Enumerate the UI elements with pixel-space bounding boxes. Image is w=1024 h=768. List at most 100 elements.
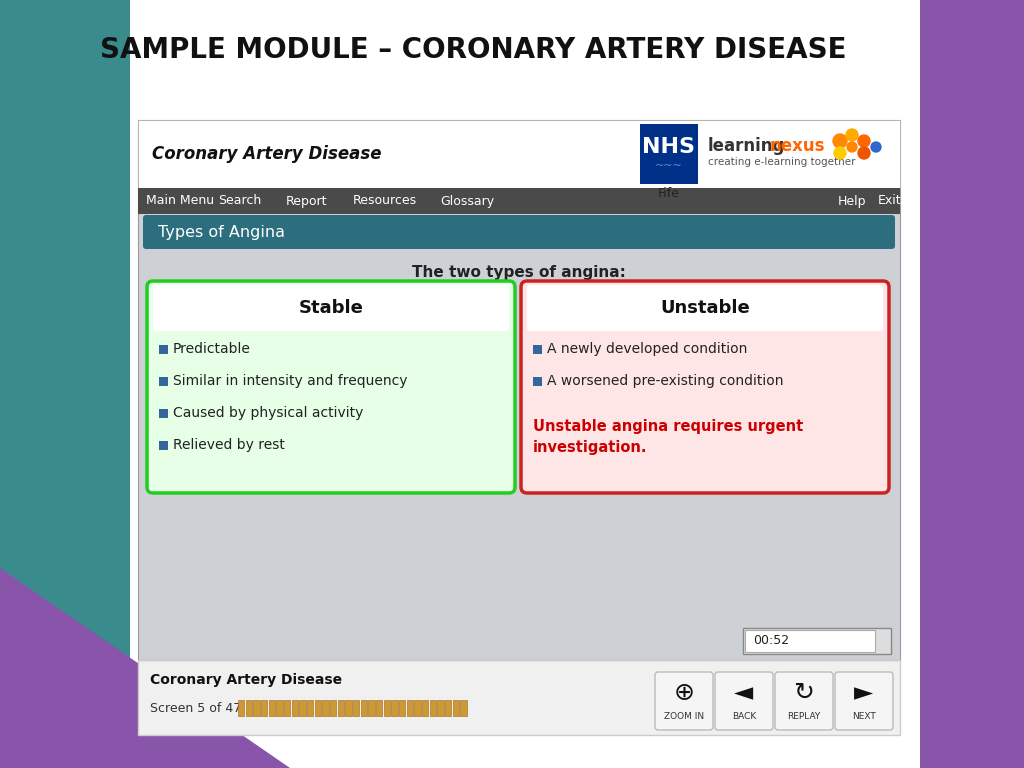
FancyBboxPatch shape (353, 700, 359, 716)
FancyBboxPatch shape (376, 700, 382, 716)
Polygon shape (920, 0, 1024, 768)
Text: Caused by physical activity: Caused by physical activity (173, 406, 364, 420)
FancyBboxPatch shape (138, 660, 900, 735)
FancyBboxPatch shape (314, 700, 321, 716)
FancyBboxPatch shape (330, 700, 336, 716)
Text: Types of Angina: Types of Angina (158, 224, 285, 240)
FancyBboxPatch shape (284, 700, 290, 716)
Text: Stable: Stable (299, 299, 364, 317)
FancyBboxPatch shape (527, 285, 883, 331)
FancyBboxPatch shape (147, 281, 515, 493)
Circle shape (858, 147, 870, 159)
FancyBboxPatch shape (138, 188, 900, 214)
FancyBboxPatch shape (360, 700, 367, 716)
Polygon shape (0, 0, 130, 768)
FancyBboxPatch shape (159, 409, 168, 418)
FancyBboxPatch shape (743, 628, 891, 654)
Text: Resources: Resources (353, 194, 417, 207)
Text: ◄: ◄ (734, 681, 754, 705)
FancyBboxPatch shape (268, 700, 275, 716)
Circle shape (858, 135, 870, 147)
FancyBboxPatch shape (534, 345, 542, 354)
FancyBboxPatch shape (384, 700, 390, 716)
Text: ZOOM IN: ZOOM IN (664, 712, 705, 721)
Text: Help: Help (838, 194, 866, 207)
Text: A newly developed condition: A newly developed condition (547, 342, 748, 356)
Text: ~~~: ~~~ (655, 161, 683, 171)
Text: Main Menu: Main Menu (146, 194, 214, 207)
FancyBboxPatch shape (369, 700, 375, 716)
FancyBboxPatch shape (521, 281, 889, 493)
Text: SAMPLE MODULE – CORONARY ARTERY DISEASE: SAMPLE MODULE – CORONARY ARTERY DISEASE (100, 36, 847, 64)
FancyBboxPatch shape (338, 700, 344, 716)
FancyBboxPatch shape (276, 700, 283, 716)
Circle shape (847, 142, 857, 152)
FancyBboxPatch shape (422, 700, 428, 716)
Text: ↻: ↻ (794, 681, 814, 705)
FancyBboxPatch shape (253, 700, 260, 716)
FancyBboxPatch shape (138, 120, 900, 660)
FancyBboxPatch shape (292, 700, 298, 716)
FancyBboxPatch shape (261, 700, 267, 716)
FancyBboxPatch shape (655, 672, 713, 730)
Text: nexus: nexus (770, 137, 825, 155)
FancyBboxPatch shape (399, 700, 406, 716)
Text: The two types of angina:: The two types of angina: (412, 264, 626, 280)
FancyBboxPatch shape (445, 700, 452, 716)
FancyBboxPatch shape (246, 700, 252, 716)
FancyBboxPatch shape (238, 700, 245, 716)
Text: Similar in intensity and frequency: Similar in intensity and frequency (173, 374, 408, 388)
FancyBboxPatch shape (430, 700, 436, 716)
FancyBboxPatch shape (835, 672, 893, 730)
FancyBboxPatch shape (745, 630, 874, 652)
Text: Glossary: Glossary (440, 194, 495, 207)
FancyBboxPatch shape (461, 700, 467, 716)
Text: ⊕: ⊕ (674, 681, 694, 705)
Text: NEXT: NEXT (852, 712, 876, 721)
Text: Fife: Fife (658, 187, 680, 200)
Circle shape (846, 129, 858, 141)
FancyBboxPatch shape (323, 700, 329, 716)
FancyBboxPatch shape (453, 700, 459, 716)
Text: Unstable: Unstable (660, 299, 750, 317)
FancyBboxPatch shape (391, 700, 397, 716)
FancyBboxPatch shape (299, 700, 305, 716)
Circle shape (833, 134, 847, 148)
Circle shape (871, 142, 881, 152)
FancyBboxPatch shape (534, 377, 542, 386)
FancyBboxPatch shape (153, 285, 509, 331)
FancyBboxPatch shape (159, 345, 168, 354)
FancyBboxPatch shape (640, 124, 698, 184)
Text: 00:52: 00:52 (753, 634, 790, 647)
FancyBboxPatch shape (138, 120, 900, 188)
FancyBboxPatch shape (407, 700, 413, 716)
FancyBboxPatch shape (159, 377, 168, 386)
Text: learning: learning (708, 137, 785, 155)
FancyBboxPatch shape (415, 700, 421, 716)
Text: Relieved by rest: Relieved by rest (173, 438, 285, 452)
Text: creating e-learning together: creating e-learning together (708, 157, 855, 167)
FancyBboxPatch shape (307, 700, 313, 716)
FancyBboxPatch shape (345, 700, 351, 716)
Text: Unstable angina requires urgent
investigation.: Unstable angina requires urgent investig… (534, 419, 803, 455)
Text: A worsened pre-existing condition: A worsened pre-existing condition (547, 374, 783, 388)
FancyBboxPatch shape (159, 441, 168, 450)
FancyBboxPatch shape (437, 700, 443, 716)
Text: BACK: BACK (732, 712, 756, 721)
FancyBboxPatch shape (130, 0, 920, 228)
Text: Screen 5 of 47: Screen 5 of 47 (150, 701, 242, 714)
FancyBboxPatch shape (715, 672, 773, 730)
Text: ►: ► (854, 681, 873, 705)
Text: NHS: NHS (642, 137, 695, 157)
FancyBboxPatch shape (143, 215, 895, 249)
Text: Report: Report (286, 194, 328, 207)
Polygon shape (0, 568, 290, 768)
Text: REPLAY: REPLAY (787, 712, 820, 721)
Text: Search: Search (218, 194, 261, 207)
Circle shape (834, 147, 846, 159)
Text: Coronary Artery Disease: Coronary Artery Disease (152, 145, 382, 163)
Text: Coronary Artery Disease: Coronary Artery Disease (150, 673, 342, 687)
Text: Exit: Exit (878, 194, 901, 207)
FancyBboxPatch shape (775, 672, 833, 730)
Text: Predictable: Predictable (173, 342, 251, 356)
